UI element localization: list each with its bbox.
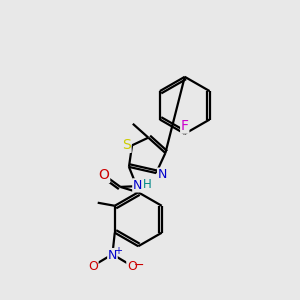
Text: N: N [108,249,117,262]
Text: N: N [158,168,167,181]
Text: S: S [122,138,131,152]
Text: N: N [133,179,142,192]
Text: −: − [134,259,144,272]
Text: O: O [127,260,137,273]
Text: H: H [143,178,152,191]
Text: F: F [181,119,189,133]
Text: O: O [99,168,110,182]
Text: O: O [88,260,98,273]
Text: +: + [114,246,122,256]
